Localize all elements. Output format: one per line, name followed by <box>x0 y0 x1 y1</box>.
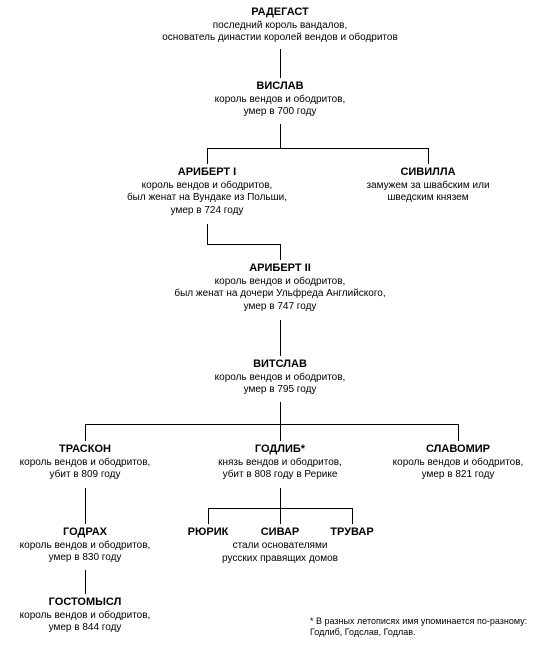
node-godrah: ГОДРАХкороль вендов и ободритов,умер в 8… <box>0 526 170 565</box>
connector-line <box>207 148 429 149</box>
node-title-rurik: РЮРИК <box>168 526 248 540</box>
node-sivilla: СИВИЛЛАзамужем за швабским илишведским к… <box>328 166 528 205</box>
node-godlib: ГОДЛИБ*князь вендов и ободритов,убит в 8… <box>190 443 370 482</box>
node-desc-aribert2: король вендов и ободритов,был женат на д… <box>120 276 440 314</box>
connector-line <box>458 424 459 441</box>
node-desc-radegast: последний король вандалов,основатель дин… <box>100 20 460 45</box>
node-aribert1: АРИБЕРТ Iкороль вендов и ободритов,был ж… <box>77 166 337 217</box>
node-aribert2: АРИБЕРТ IIкороль вендов и ободритов,был … <box>120 262 440 313</box>
node-desc-vitslav: король вендов и ободритов,умер в 795 год… <box>155 372 405 397</box>
node-desc-aribert1: король вендов и ободритов,был женат на В… <box>77 180 337 218</box>
node-title-godrah: ГОДРАХ <box>0 526 170 540</box>
node-title-aribert1: АРИБЕРТ I <box>77 166 337 180</box>
connector-line <box>280 488 281 508</box>
node-gostomysl: ГОСТОМЫСЛкороль вендов и ободритов,умер … <box>0 596 175 635</box>
node-title-truvar: ТРУВАР <box>312 526 392 540</box>
connector-line <box>428 148 429 164</box>
node-title-sivar: СИВАР <box>240 526 320 540</box>
rurik-group-desc: стали основателямирусских правящих домов <box>180 540 380 565</box>
connector-line <box>85 570 86 594</box>
node-desc-traskon: король вендов и ободритов,убит в 809 год… <box>0 457 170 482</box>
footnote: * В разных летописях имя упоминается по-… <box>310 616 559 639</box>
rurik-group-desc-text: стали основателямирусских правящих домов <box>180 540 380 565</box>
connector-line <box>85 424 459 425</box>
node-title-sivilla: СИВИЛЛА <box>328 166 528 180</box>
node-rurik: РЮРИК <box>168 526 248 540</box>
node-title-gostomysl: ГОСТОМЫСЛ <box>0 596 175 610</box>
connector-line <box>208 508 353 509</box>
node-desc-gostomysl: король вендов и ободритов,умер в 844 год… <box>0 610 175 635</box>
node-title-vitslav: ВИТСЛАВ <box>155 358 405 372</box>
node-desc-godlib: князь вендов и ободритов,убит в 808 году… <box>190 457 370 482</box>
connector-line <box>280 124 281 148</box>
node-desc-vislav: король вендов и ободритов,умер в 700 год… <box>155 94 405 119</box>
node-traskon: ТРАСКОНкороль вендов и ободритов,убит в … <box>0 443 170 482</box>
node-truvar: ТРУВАР <box>312 526 392 540</box>
node-slavomir: СЛАВОМИРкороль вендов и ободритов,умер в… <box>368 443 548 482</box>
node-title-traskon: ТРАСКОН <box>0 443 170 457</box>
node-title-aribert2: АРИБЕРТ II <box>120 262 440 276</box>
connector-line <box>280 244 281 260</box>
connector-line <box>280 508 281 524</box>
connector-line <box>207 244 281 245</box>
connector-line <box>207 148 208 164</box>
connector-line <box>85 488 86 524</box>
connector-line <box>280 424 281 441</box>
connector-line <box>280 402 281 424</box>
node-title-vislav: ВИСЛАВ <box>155 80 405 94</box>
node-title-godlib: ГОДЛИБ* <box>190 443 370 457</box>
connector-line <box>208 508 209 524</box>
connector-line <box>207 224 208 244</box>
node-sivar: СИВАР <box>240 526 320 540</box>
node-title-slavomir: СЛАВОМИР <box>368 443 548 457</box>
connector-line <box>280 49 281 78</box>
node-title-radegast: РАДЕГАСТ <box>100 6 460 20</box>
node-desc-sivilla: замужем за швабским илишведским князем <box>328 180 528 205</box>
connector-line <box>85 424 86 441</box>
node-vitslav: ВИТСЛАВкороль вендов и ободритов,умер в … <box>155 358 405 397</box>
connector-line <box>352 508 353 524</box>
connector-line <box>280 320 281 356</box>
node-radegast: РАДЕГАСТпоследний король вандалов,основа… <box>100 6 460 45</box>
node-vislav: ВИСЛАВкороль вендов и ободритов,умер в 7… <box>155 80 405 119</box>
node-desc-godrah: король вендов и ободритов,умер в 830 год… <box>0 540 170 565</box>
node-desc-slavomir: король вендов и ободритов,умер в 821 год… <box>368 457 548 482</box>
